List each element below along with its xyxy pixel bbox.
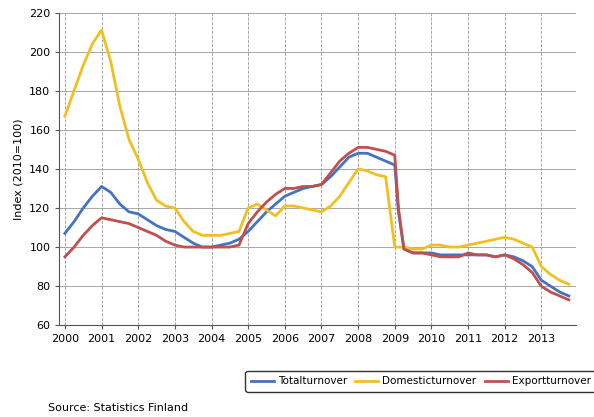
Legend: Totalturnover, Domesticturnover, Exportturnover: Totalturnover, Domesticturnover, Exportt… xyxy=(245,371,594,392)
Y-axis label: Index (2010=100): Index (2010=100) xyxy=(14,118,24,220)
Text: Source: Statistics Finland: Source: Statistics Finland xyxy=(48,403,188,413)
